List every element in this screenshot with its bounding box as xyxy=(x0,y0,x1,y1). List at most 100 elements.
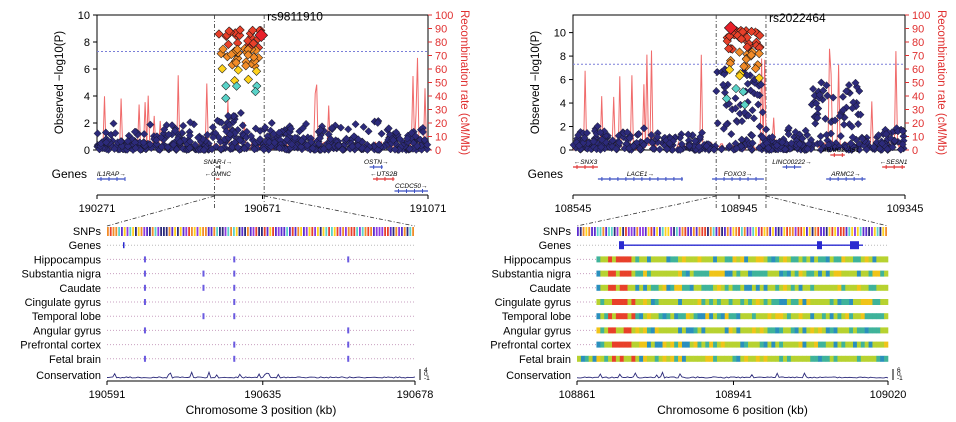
ytick-label-right: 50 xyxy=(912,78,924,90)
chromatin-state-cell xyxy=(143,270,146,277)
snp-point xyxy=(731,94,740,103)
snp-track-tick xyxy=(613,227,616,236)
chromatin-state-cell xyxy=(825,313,830,320)
snp-point xyxy=(743,79,752,88)
chromatin-state-cell xyxy=(833,355,838,362)
chromatin-state-cell xyxy=(806,299,811,305)
chromatin-state-cell xyxy=(748,313,753,320)
snp-point xyxy=(737,135,746,144)
snp-point xyxy=(348,142,357,151)
chromatin-state-cell xyxy=(821,355,827,362)
snp-point xyxy=(282,135,291,144)
chromatin-state-cell xyxy=(872,299,877,305)
chromatin-state-cell xyxy=(202,270,205,277)
chromatin-state-cell xyxy=(833,313,838,320)
chromatin-state-cell xyxy=(825,256,830,263)
chromatin-state-cell xyxy=(736,284,741,291)
chromatin-state-cell xyxy=(720,327,726,334)
snp-point-ld xyxy=(231,81,242,91)
snp-point xyxy=(261,123,270,132)
chromatin-state-cell xyxy=(751,299,757,305)
conservation-tick-label: 6 xyxy=(897,367,901,374)
snp-track-tick xyxy=(258,227,260,236)
chromatin-state-cell xyxy=(868,270,873,277)
snp-point xyxy=(316,134,324,143)
conservation-line xyxy=(106,370,416,379)
chromatin-state-cell xyxy=(720,313,726,320)
gene-name: ARMC2→ xyxy=(830,171,860,178)
chromatin-state-cell xyxy=(643,327,648,334)
chromatin-state-cell xyxy=(716,313,722,320)
snp-point xyxy=(593,122,602,131)
chromatin-state-cell xyxy=(202,284,205,291)
chromatin-state-cell xyxy=(837,256,842,263)
snp-point xyxy=(738,117,746,126)
chromatin-state-cell xyxy=(670,313,675,320)
chromatin-state-cell xyxy=(829,341,834,348)
snp-track-tick xyxy=(715,227,718,236)
snp-point xyxy=(405,144,414,153)
lead-snp-marker xyxy=(254,28,269,43)
chromatin-state-cell xyxy=(779,355,784,362)
snp-point-ld xyxy=(231,58,241,68)
chromatin-state-cell xyxy=(611,313,617,320)
snp-track-tick xyxy=(687,227,690,236)
snp-track-tick xyxy=(605,227,608,236)
ytick-label-left: 0 xyxy=(560,145,566,157)
chromatin-state-cell xyxy=(654,341,659,348)
snp-point xyxy=(829,93,838,102)
snp-point-ld xyxy=(746,26,757,37)
snp-track-tick xyxy=(837,227,839,236)
snp-point xyxy=(845,81,853,89)
snp-point-ld xyxy=(722,94,732,104)
snp-track-tick xyxy=(269,227,272,236)
chromatin-state-cell xyxy=(806,355,811,362)
chromatin-state-cell xyxy=(650,341,656,348)
snp-track-tick xyxy=(255,227,258,236)
snp-track-tick xyxy=(261,227,263,236)
snp-track-tick xyxy=(848,227,851,236)
snp-track-tick xyxy=(294,227,297,236)
ytick-label-right: 0 xyxy=(912,145,918,157)
snp-track-tick xyxy=(221,227,224,236)
chromatin-state-cell xyxy=(833,270,838,277)
chromatin-state-cell xyxy=(849,284,854,291)
chromatin-state-cell xyxy=(685,299,691,305)
chromatin-state-cell xyxy=(627,327,632,334)
track-label-tissue: Temporal lobe xyxy=(32,311,101,323)
snp-point xyxy=(846,139,855,148)
chromatin-state-cell xyxy=(143,256,146,263)
snp-point xyxy=(684,130,693,139)
chromatin-state-cell xyxy=(724,270,729,277)
chromatin-state-cell xyxy=(849,270,854,277)
chromatin-state-cell xyxy=(631,284,636,291)
snp-track-tick xyxy=(608,227,610,236)
snp-point xyxy=(748,139,757,148)
snp-point xyxy=(717,145,726,154)
snp-point xyxy=(373,118,382,127)
chromatin-state-cell xyxy=(635,341,640,348)
snp-point-ld xyxy=(226,49,236,60)
chromatin-state-cell xyxy=(849,256,854,263)
snp-points xyxy=(93,25,432,154)
chromatin-state-cell xyxy=(716,327,722,334)
snp-point xyxy=(727,130,736,139)
snp-point xyxy=(856,110,865,119)
snp-point xyxy=(831,116,840,125)
chromatin-state-cell xyxy=(685,256,691,263)
chromatin-state-cell xyxy=(864,327,869,334)
snp-point-ld xyxy=(725,31,735,41)
snp-track-tick xyxy=(579,227,582,236)
chromatin-state-cell xyxy=(658,256,663,263)
snp-track-tick xyxy=(599,227,602,236)
ytick-label-right: 40 xyxy=(435,91,447,103)
snp-track-tick xyxy=(743,227,746,236)
chromatin-state-cell xyxy=(775,284,780,291)
chromatin-state-cell xyxy=(623,299,628,305)
chromatin-state-cell xyxy=(864,256,869,263)
snp-track-tick xyxy=(868,227,871,236)
chromatin-state-cell xyxy=(713,299,718,305)
snp-point xyxy=(691,136,700,145)
snp-point xyxy=(238,121,247,130)
chromatin-state-cell xyxy=(833,284,838,291)
